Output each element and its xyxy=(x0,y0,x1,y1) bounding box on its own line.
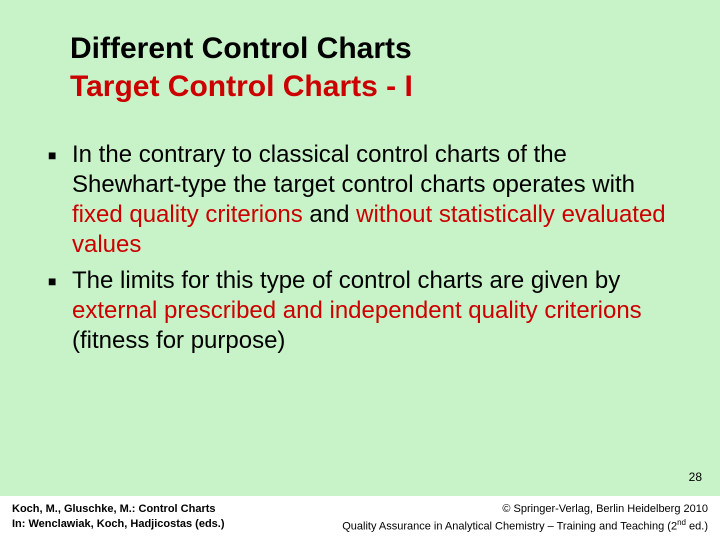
bullet-marker-icon: ■ xyxy=(48,140,72,163)
bullet-item: ■In the contrary to classical control ch… xyxy=(48,140,668,260)
slide-title: Different Control Charts Target Control … xyxy=(70,30,413,105)
footer-right: © Springer-Verlag, Berlin Heidelberg 201… xyxy=(342,502,708,535)
bullet-text: The limits for this type of control char… xyxy=(72,266,668,356)
bullet-item: ■The limits for this type of control cha… xyxy=(48,266,668,356)
slide: Different Control Charts Target Control … xyxy=(0,0,720,540)
footer-left: Koch, M., Gluschke, M.: Control Charts I… xyxy=(12,502,225,533)
footer-right-line1: © Springer-Verlag, Berlin Heidelberg 201… xyxy=(342,502,708,517)
highlight-text: external prescribed and independent qual… xyxy=(72,297,642,324)
title-line-2: Target Control Charts - I xyxy=(70,68,413,106)
page-number: 28 xyxy=(689,470,702,484)
slide-footer: Koch, M., Gluschke, M.: Control Charts I… xyxy=(0,496,720,540)
body-text: The limits for this type of control char… xyxy=(72,267,620,294)
body-text: and xyxy=(303,201,356,228)
footer-right-line2: Quality Assurance in Analytical Chemistr… xyxy=(342,517,708,535)
bullet-text: In the contrary to classical control cha… xyxy=(72,140,668,260)
footer-left-line2: In: Wenclawiak, Koch, Hadjicostas (eds.) xyxy=(12,517,225,532)
body-text: (fitness for purpose) xyxy=(72,327,285,354)
slide-body: ■In the contrary to classical control ch… xyxy=(48,140,668,362)
highlight-text: fixed quality criterions xyxy=(72,201,303,228)
footer-left-line1: Koch, M., Gluschke, M.: Control Charts xyxy=(12,502,225,517)
title-line-1: Different Control Charts xyxy=(70,30,413,68)
body-text: In the contrary to classical control cha… xyxy=(72,141,635,198)
bullet-marker-icon: ■ xyxy=(48,266,72,289)
